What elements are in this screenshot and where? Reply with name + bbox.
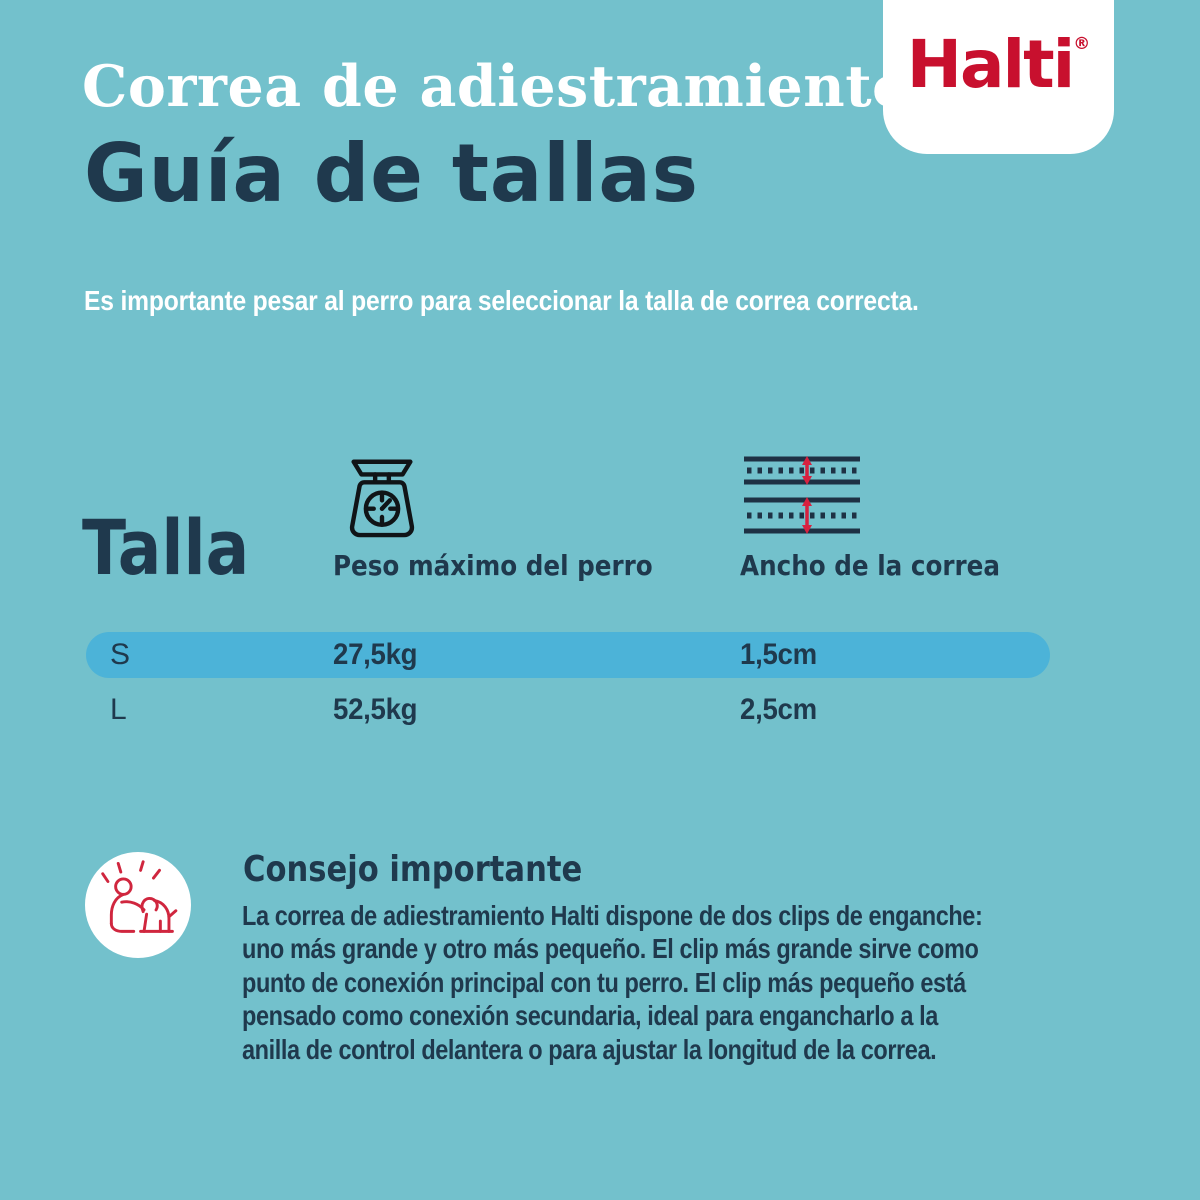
tip-body-line: La correa de adiestramiento Halti dispon… xyxy=(242,900,983,931)
size-value: L xyxy=(110,693,127,726)
scale-icon xyxy=(338,450,426,540)
tip-body: La correa de adiestramiento Halti dispon… xyxy=(242,899,1123,1066)
brand-logo-card: Halti® xyxy=(883,0,1114,154)
tip-body-line: uno más grande y otro más pequeño. El cl… xyxy=(242,933,979,965)
intro-text: Es importante pesar al perro para selecc… xyxy=(84,285,919,316)
tip-body-line: anilla de control delantera o para ajust… xyxy=(242,1033,937,1065)
leash-width-value: 1,5cm xyxy=(740,638,817,671)
size-table: S 27,5kg 1,5cm L 52,5kg 2,5cm xyxy=(86,632,1050,733)
tip-heading: Consejo importante xyxy=(243,849,583,890)
page-title: Correa de adiestramiento xyxy=(82,53,911,120)
table-row-size-l: L 52,5kg 2,5cm xyxy=(86,687,1050,733)
registered-trademark-symbol: ® xyxy=(1073,34,1091,54)
size-value: S xyxy=(110,638,131,671)
table-row-size-s: S 27,5kg 1,5cm xyxy=(86,632,1050,678)
person-petting-dog-icon xyxy=(95,859,181,951)
brand-logo-text: Halti xyxy=(906,26,1076,103)
column-header-leash-width: Ancho de la correa xyxy=(740,549,1001,582)
leash-width-icon xyxy=(741,452,863,534)
tip-body-line: pensado como conexión secundaria, ideal … xyxy=(242,1000,938,1032)
tip-icon-circle xyxy=(85,852,191,958)
leash-width-value: 2,5cm xyxy=(740,693,817,726)
tip-body-line: punto de conexión principal con tu perro… xyxy=(242,966,966,998)
page-subtitle: Guía de tallas xyxy=(84,127,699,220)
brand-logo: Halti® xyxy=(883,32,1114,98)
max-weight-value: 52,5kg xyxy=(333,693,418,726)
column-header-max-weight: Peso máximo del perro xyxy=(333,549,653,582)
max-weight-value: 27,5kg xyxy=(333,638,418,671)
table-size-header: Talla xyxy=(82,503,250,592)
